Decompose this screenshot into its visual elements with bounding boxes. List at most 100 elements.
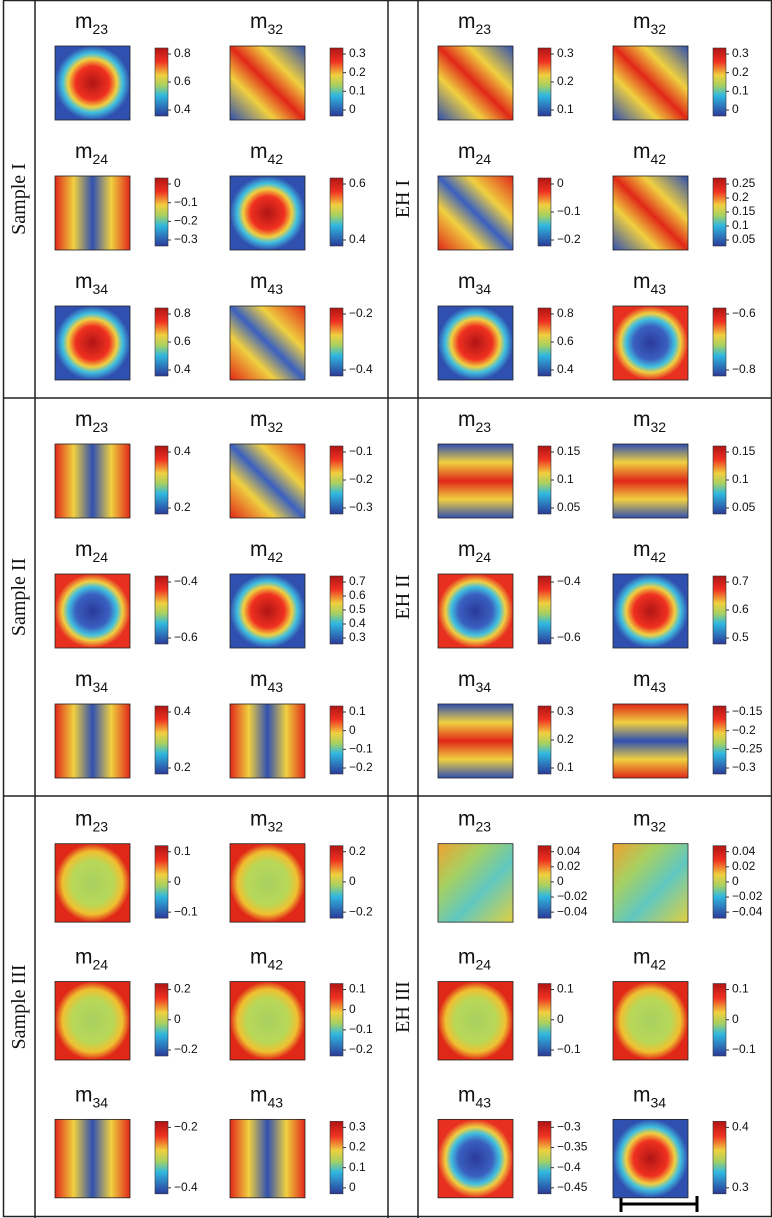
- plot-title: m42: [250, 140, 283, 167]
- colorbar: [537, 983, 552, 1057]
- colorbar: [537, 1121, 552, 1195]
- subscript: 23: [476, 21, 492, 37]
- symbol: m: [75, 408, 93, 431]
- panel-label: EH I: [392, 180, 414, 218]
- plot-title: m23: [458, 808, 491, 835]
- subscript: 32: [268, 419, 284, 435]
- colorbar-tick-label: −0.04: [557, 904, 588, 918]
- colorbar-tick-label: 0.05: [732, 500, 756, 514]
- subscript: 24: [476, 151, 492, 167]
- grid-lines: [3, 0, 772, 1218]
- symbol: m: [75, 808, 93, 831]
- subscript: 34: [93, 281, 109, 297]
- colorbar-tick-label: 0.2: [732, 190, 749, 204]
- heatmap: [229, 443, 306, 519]
- colorbar-tick-label: −0.15: [732, 704, 763, 718]
- heatmap: [612, 443, 689, 519]
- subscript: 42: [268, 549, 284, 565]
- colorbar-tick-label: 0.3: [349, 46, 366, 60]
- colorbar-tick-label: 0.8: [174, 46, 191, 60]
- heatmap: [612, 573, 689, 649]
- colorbar-tick-label: −0.2: [349, 306, 373, 320]
- colorbar-tick-label: −0.4: [174, 574, 198, 588]
- colorbar: [537, 177, 552, 247]
- colorbar-tick-label: −0.1: [732, 1042, 756, 1056]
- subscript: 32: [651, 419, 667, 435]
- colorbar: [329, 845, 344, 919]
- colorbar-tick-label: 0.6: [732, 602, 749, 616]
- heatmap: [54, 443, 131, 519]
- colorbar-tick-label: 0.1: [349, 982, 366, 996]
- subscript: 43: [268, 281, 284, 297]
- plot-title: m43: [458, 1083, 491, 1110]
- heatmap: [612, 843, 689, 923]
- colorbar-tick-label: −0.2: [732, 723, 756, 737]
- colorbar: [154, 1121, 169, 1195]
- subscript: 34: [93, 1094, 109, 1110]
- colorbar: [537, 575, 552, 645]
- colorbar: [712, 845, 727, 919]
- heatmap: [229, 573, 306, 649]
- panel-label: Sample I: [8, 163, 30, 235]
- heatmap: [437, 443, 514, 519]
- colorbar-tick-label: 0.4: [349, 232, 366, 246]
- symbol: m: [633, 808, 651, 831]
- colorbar: [537, 47, 552, 117]
- colorbar-tick-label: 0: [557, 1012, 564, 1026]
- plot-title: m43: [250, 668, 283, 695]
- colorbar: [329, 47, 344, 117]
- heatmap: [54, 843, 131, 923]
- heatmap: [229, 981, 306, 1061]
- subscript: 24: [93, 549, 109, 565]
- colorbar: [537, 307, 552, 377]
- colorbar-tick-label: 0.3: [557, 46, 574, 60]
- colorbar: [712, 1121, 727, 1195]
- symbol: m: [75, 1083, 93, 1106]
- colorbar-tick-label: −0.35: [557, 1140, 588, 1154]
- symbol: m: [458, 10, 476, 33]
- colorbar-tick-label: −0.04: [732, 904, 763, 918]
- colorbar-tick-label: 0: [349, 102, 356, 116]
- colorbar-tick-label: 0.1: [557, 760, 574, 774]
- heatmap: [437, 843, 514, 923]
- symbol: m: [458, 1083, 476, 1106]
- colorbar-tick-label: −0.3: [174, 232, 198, 246]
- colorbar-tick-label: 0.05: [557, 500, 581, 514]
- subscript: 34: [476, 281, 492, 297]
- plot-title: m24: [75, 140, 108, 167]
- symbol: m: [458, 808, 476, 831]
- subscript: 23: [93, 819, 109, 835]
- colorbar-tick-label: 0.4: [349, 616, 366, 630]
- colorbar-tick-label: −0.2: [349, 472, 373, 486]
- colorbar: [712, 177, 727, 247]
- subscript: 43: [268, 1094, 284, 1110]
- plot-title: m34: [75, 270, 108, 297]
- symbol: m: [633, 408, 651, 431]
- colorbar-tick-label: 0.3: [732, 46, 749, 60]
- heatmap: [612, 175, 689, 251]
- plot-title: m42: [250, 538, 283, 565]
- colorbar-tick-label: −0.6: [557, 630, 581, 644]
- plot-title: m23: [458, 10, 491, 37]
- subscript: 23: [93, 21, 109, 37]
- colorbar: [712, 575, 727, 645]
- symbol: m: [633, 1083, 651, 1106]
- colorbar: [537, 705, 552, 775]
- colorbar-tick-label: 0.7: [732, 574, 749, 588]
- colorbar-tick-label: 0.5: [732, 630, 749, 644]
- plot-title: m24: [75, 946, 108, 973]
- subscript: 23: [93, 419, 109, 435]
- colorbar-tick-label: −0.02: [557, 889, 588, 903]
- colorbar-tick-label: 0.2: [174, 760, 191, 774]
- symbol: m: [75, 140, 93, 163]
- colorbar-tick-label: −0.2: [557, 232, 581, 246]
- symbol: m: [458, 668, 476, 691]
- heatmap: [54, 1118, 131, 1199]
- symbol: m: [250, 946, 268, 969]
- symbol: m: [75, 946, 93, 969]
- subscript: 42: [651, 957, 667, 973]
- colorbar: [154, 845, 169, 919]
- heatmap: [612, 45, 689, 121]
- panel-label: Sample II: [8, 558, 30, 636]
- symbol: m: [633, 10, 651, 33]
